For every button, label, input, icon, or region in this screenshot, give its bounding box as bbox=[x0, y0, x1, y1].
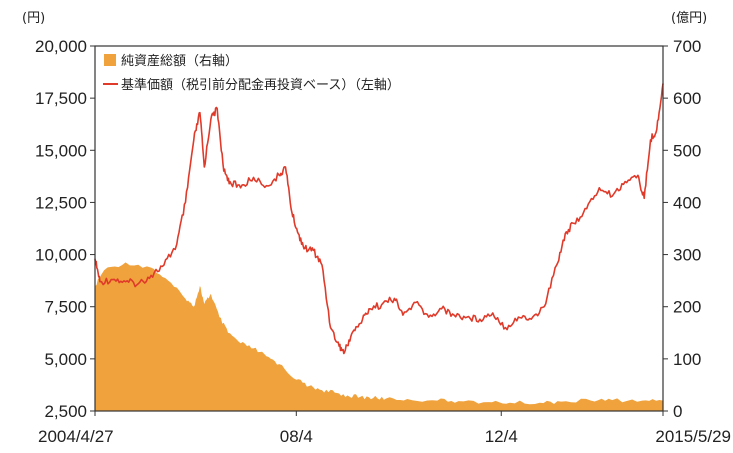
left-tick-label: 2,500 bbox=[44, 402, 87, 421]
left-tick-label: 17,500 bbox=[35, 89, 87, 108]
right-tick-label: 100 bbox=[673, 350, 701, 369]
left-tick-label: 5,000 bbox=[44, 350, 87, 369]
left-tick-label: 15,000 bbox=[35, 141, 87, 160]
legend-label-nav: 基準価額（税引前分配金再投資ベース）（左軸） bbox=[121, 77, 400, 93]
nav-line-layer bbox=[94, 83, 664, 355]
left-tick-label: 10,000 bbox=[35, 246, 87, 265]
left-tick-label: 20,000 bbox=[35, 37, 87, 56]
x-tick-label: 2004/4/27 bbox=[38, 427, 114, 446]
right-tick-label: 500 bbox=[673, 141, 701, 160]
legend-area-swatch bbox=[104, 54, 116, 66]
legend-label-net-assets: 純資産総額（右軸） bbox=[121, 53, 238, 69]
x-tick-label: 2015/5/29 bbox=[655, 427, 731, 446]
left-axis-unit: (円) bbox=[22, 11, 45, 26]
plot-frame bbox=[94, 45, 664, 412]
left-axis: 20,000 17,500 15,000 12,500 10,000 7,500 5,000… bbox=[35, 37, 95, 421]
right-tick-label: 600 bbox=[673, 89, 701, 108]
right-axis: 700 600 500 400 300 200 100 0 bbox=[663, 37, 701, 421]
right-axis-unit: (億円) bbox=[671, 10, 707, 26]
right-tick-label: 0 bbox=[673, 402, 682, 421]
net-assets-area bbox=[95, 262, 663, 411]
legend: 純資産総額（右軸） 基準価額（税引前分配金再投資ベース）（左軸） bbox=[103, 53, 400, 93]
x-tick-label: 12/4 bbox=[485, 427, 518, 446]
right-tick-label: 300 bbox=[673, 246, 701, 265]
left-tick-label: 12,500 bbox=[35, 193, 87, 212]
right-tick-label: 700 bbox=[673, 37, 701, 56]
x-axis: 2004/4/27 08/4 12/4 2015/5/29 bbox=[38, 411, 731, 446]
x-tick-label: 08/4 bbox=[280, 427, 313, 446]
nav-line bbox=[94, 83, 664, 355]
right-tick-label: 400 bbox=[673, 193, 701, 212]
net-assets-area-layer bbox=[95, 262, 663, 411]
right-tick-label: 200 bbox=[673, 298, 701, 317]
left-tick-label: 7,500 bbox=[44, 298, 87, 317]
